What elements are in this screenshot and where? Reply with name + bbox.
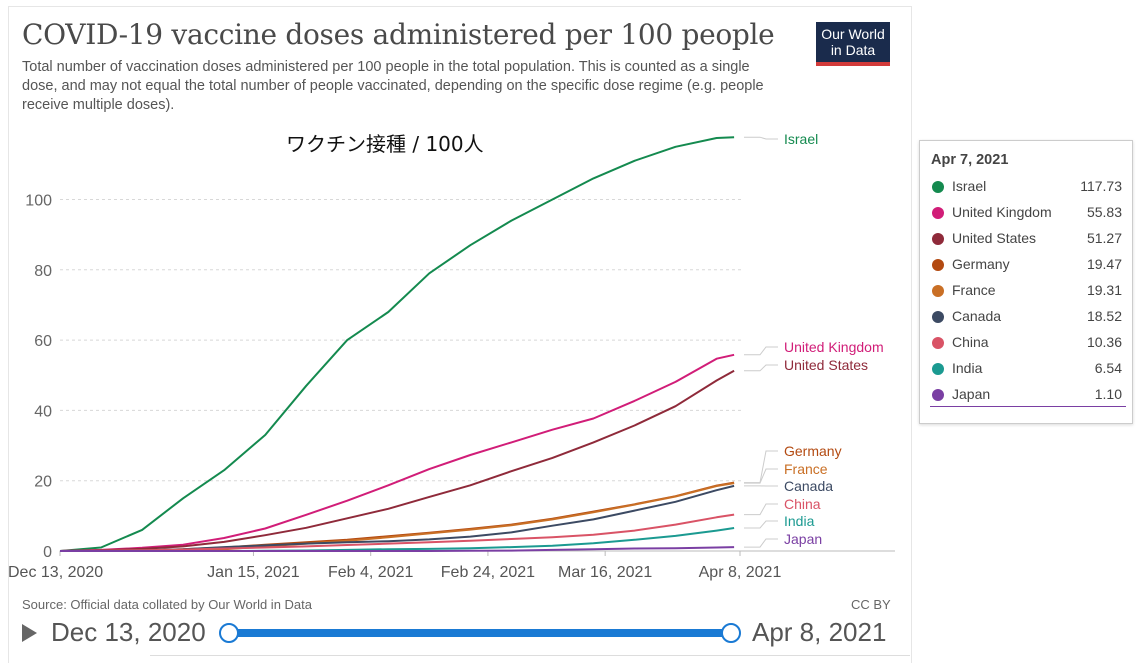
series-line-united-states <box>60 371 734 551</box>
tooltip-country: Israel <box>952 178 986 194</box>
x-tick-label: Mar 16, 2021 <box>558 564 652 581</box>
tooltip-date: Apr 7, 2021 <box>931 152 1008 168</box>
tooltip-value: 51.27 <box>1087 230 1122 246</box>
label-connector <box>744 365 778 371</box>
tooltip-value: 10.36 <box>1087 334 1122 350</box>
legend-dot-icon <box>932 311 944 323</box>
tooltip-country: China <box>952 334 989 350</box>
line-chart: 0 20 40 60 80 100 Dec 13, 2020 Jan 15, 2021 Feb… <box>0 0 910 600</box>
tooltip-value: 1.10 <box>1095 386 1122 402</box>
legend-dot-icon <box>932 259 944 271</box>
legend-dot-icon <box>932 181 944 193</box>
series-label-japan: Japan <box>784 531 822 547</box>
tooltip-row: United Kingdom 55.83 <box>920 201 1134 227</box>
legend-dot-icon <box>932 285 944 297</box>
label-connector <box>744 539 778 547</box>
y-tick-label: 100 <box>25 193 52 210</box>
y-tick-label: 80 <box>34 263 52 280</box>
label-connector <box>744 521 778 528</box>
series-label-united-states: United States <box>784 357 868 373</box>
y-tick-label: 0 <box>43 544 52 561</box>
tooltip-row: Canada 18.52 <box>920 305 1134 331</box>
timeline-end-handle[interactable] <box>721 623 741 643</box>
tooltip-country: United States <box>952 230 1036 246</box>
series-line-canada <box>60 486 734 551</box>
legend-dot-icon <box>932 233 944 245</box>
x-tick-label: Apr 8, 2021 <box>699 564 782 581</box>
series-label-germany: Germany <box>784 443 842 459</box>
tooltip-value: 19.31 <box>1087 282 1122 298</box>
tooltip-value: 18.52 <box>1087 308 1122 324</box>
tooltip-country: Germany <box>952 256 1010 272</box>
label-connector <box>744 504 778 515</box>
tooltip-value: 19.47 <box>1087 256 1122 272</box>
timeline-start-date: Dec 13, 2020 <box>51 617 206 648</box>
chart-annotation: ワクチン接種 / 100人 <box>286 132 484 156</box>
tooltip-row: United States 51.27 <box>920 227 1134 253</box>
tooltip-row: France 19.31 <box>920 279 1134 305</box>
label-connector <box>744 347 778 355</box>
tooltip-divider <box>930 406 1126 407</box>
label-connector <box>744 137 778 139</box>
tooltip-value: 55.83 <box>1087 204 1122 220</box>
x-tick-label: Feb 4, 2021 <box>328 564 414 581</box>
tooltip-country: Canada <box>952 308 1001 324</box>
tooltip-row: India 6.54 <box>920 357 1134 383</box>
tooltip-country: India <box>952 360 982 376</box>
series-label-france: France <box>784 461 828 477</box>
series-label-india: India <box>784 513 815 529</box>
x-tick-label: Feb 24, 2021 <box>441 564 535 581</box>
y-tick-label: 40 <box>34 403 52 420</box>
series-labels: Israel United Kingdom United States Germany… <box>744 131 884 547</box>
y-tick-label: 20 <box>34 474 52 491</box>
y-axis-ticks: 0 20 40 60 80 100 <box>25 193 52 562</box>
y-tick-label: 60 <box>34 333 52 350</box>
series-label-united-kingdom: United Kingdom <box>784 339 884 355</box>
timeline-end-date: Apr 8, 2021 <box>752 617 886 648</box>
x-tick-label: Jan 15, 2021 <box>207 564 300 581</box>
source-note: Source: Official data collated by Our Wo… <box>22 597 312 612</box>
timeline-slider-track[interactable] <box>228 629 731 637</box>
x-axis-ticks: Dec 13, 2020 Jan 15, 2021 Feb 4, 2021 Feb 2… <box>8 551 781 581</box>
tooltip-country: Japan <box>952 386 990 402</box>
tooltip-row: Germany 19.47 <box>920 253 1134 279</box>
tooltip-row: Israel 117.73 <box>920 175 1134 201</box>
legend-dot-icon <box>932 363 944 375</box>
x-tick-label: Dec 13, 2020 <box>8 564 103 581</box>
series-label-china: China <box>784 496 821 512</box>
grid-lines <box>60 200 895 552</box>
timeline-start-handle[interactable] <box>219 623 239 643</box>
hover-tooltip: Apr 7, 2021 Israel 117.73 United Kingdom 55… <box>919 140 1133 424</box>
tooltip-value: 6.54 <box>1095 360 1122 376</box>
legend-dot-icon <box>932 207 944 219</box>
series-label-canada: Canada <box>784 478 833 494</box>
series-line-united-kingdom <box>60 355 734 551</box>
tooltip-row: China 10.36 <box>920 331 1134 357</box>
legend-dot-icon <box>932 389 944 401</box>
legend-dot-icon <box>932 337 944 349</box>
label-connector <box>744 451 778 483</box>
tooltip-country: United Kingdom <box>952 204 1052 220</box>
series-label-israel: Israel <box>784 131 818 147</box>
play-icon[interactable] <box>22 624 37 642</box>
tooltip-value: 117.73 <box>1080 178 1122 194</box>
tooltip-country: France <box>952 282 996 298</box>
license-link[interactable]: CC BY <box>851 597 891 612</box>
